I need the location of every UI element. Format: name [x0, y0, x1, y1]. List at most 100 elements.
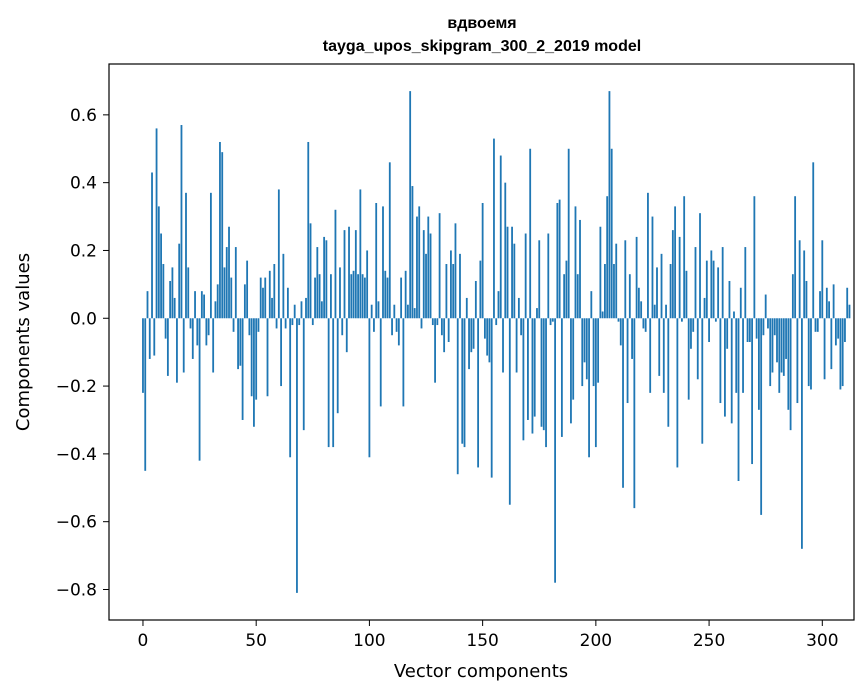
bar [823, 318, 826, 380]
bar [755, 318, 758, 339]
bar [622, 318, 624, 488]
bar [527, 318, 529, 420]
bar [572, 318, 575, 400]
chart-subtitle: tayga_upos_skipgram_300_2_2019 model [323, 38, 641, 55]
bar [844, 318, 846, 342]
bar [182, 318, 185, 373]
bar [658, 318, 661, 376]
bar [705, 260, 708, 319]
bar [486, 318, 489, 356]
bar [590, 291, 593, 319]
bar [633, 318, 636, 509]
bar [656, 267, 658, 319]
bar [739, 287, 742, 319]
bar [771, 318, 774, 373]
bar [307, 141, 310, 319]
bar [531, 318, 534, 434]
bar [237, 318, 239, 370]
bar [678, 236, 681, 319]
y-tick-label: 0.4 [70, 174, 97, 194]
bar [468, 318, 470, 370]
bar [803, 250, 806, 319]
bar [411, 186, 414, 319]
bar [499, 155, 502, 319]
bar [350, 274, 353, 319]
bar [198, 318, 201, 461]
bar [640, 301, 643, 319]
bar [445, 264, 448, 319]
bar [608, 91, 611, 319]
bar [298, 318, 301, 326]
x-tick-label: 250 [693, 631, 725, 651]
bar [431, 318, 434, 326]
bar [685, 270, 688, 319]
bar [538, 240, 541, 319]
bar [420, 318, 423, 329]
bar [253, 318, 255, 427]
bar [422, 230, 425, 319]
bar [395, 318, 398, 332]
plot-frame [108, 63, 855, 621]
y-tick-label: 0.6 [70, 106, 97, 126]
bar [624, 240, 627, 319]
bar [255, 318, 258, 400]
bar [710, 250, 713, 319]
bar [481, 203, 484, 319]
bar [513, 243, 516, 319]
bar [375, 203, 378, 319]
bar [796, 318, 799, 404]
bar [665, 304, 667, 319]
bar [536, 308, 538, 319]
bar [583, 318, 586, 363]
bar [228, 226, 230, 319]
bar [465, 297, 468, 319]
bar [560, 318, 563, 437]
bar [212, 318, 215, 373]
bar [309, 223, 312, 319]
bar [300, 301, 303, 319]
bar [314, 277, 316, 319]
bar [660, 253, 663, 319]
bar [142, 318, 144, 393]
bar [246, 260, 249, 319]
bar [785, 318, 787, 359]
bar [171, 267, 174, 319]
bar [626, 318, 629, 404]
bar [162, 264, 165, 319]
bar [185, 192, 187, 319]
bar [533, 318, 536, 417]
bar [196, 318, 199, 346]
bar [816, 318, 819, 332]
bar [712, 260, 715, 319]
bar [558, 199, 561, 319]
bar [234, 247, 237, 319]
bar [191, 318, 194, 359]
bar [690, 318, 692, 349]
bar [563, 274, 566, 319]
bar [225, 247, 228, 319]
bar [325, 240, 328, 319]
bar [379, 318, 382, 407]
bar [318, 274, 321, 319]
bar [588, 318, 590, 458]
bar [438, 213, 441, 319]
bar [637, 287, 640, 319]
bar [348, 226, 350, 319]
bar [397, 318, 400, 346]
bar [155, 128, 158, 319]
bar [216, 284, 219, 319]
bar [400, 277, 403, 319]
bar [719, 318, 722, 404]
bar [825, 287, 828, 319]
bar [508, 318, 511, 505]
bar [606, 196, 609, 319]
bar [302, 318, 305, 431]
bar [173, 297, 176, 319]
bar [724, 318, 726, 417]
bar [497, 291, 500, 319]
bar [782, 318, 785, 376]
x-axis-label: Vector components [394, 661, 568, 682]
bar [425, 253, 427, 319]
bar [203, 294, 206, 319]
bar [798, 240, 801, 319]
